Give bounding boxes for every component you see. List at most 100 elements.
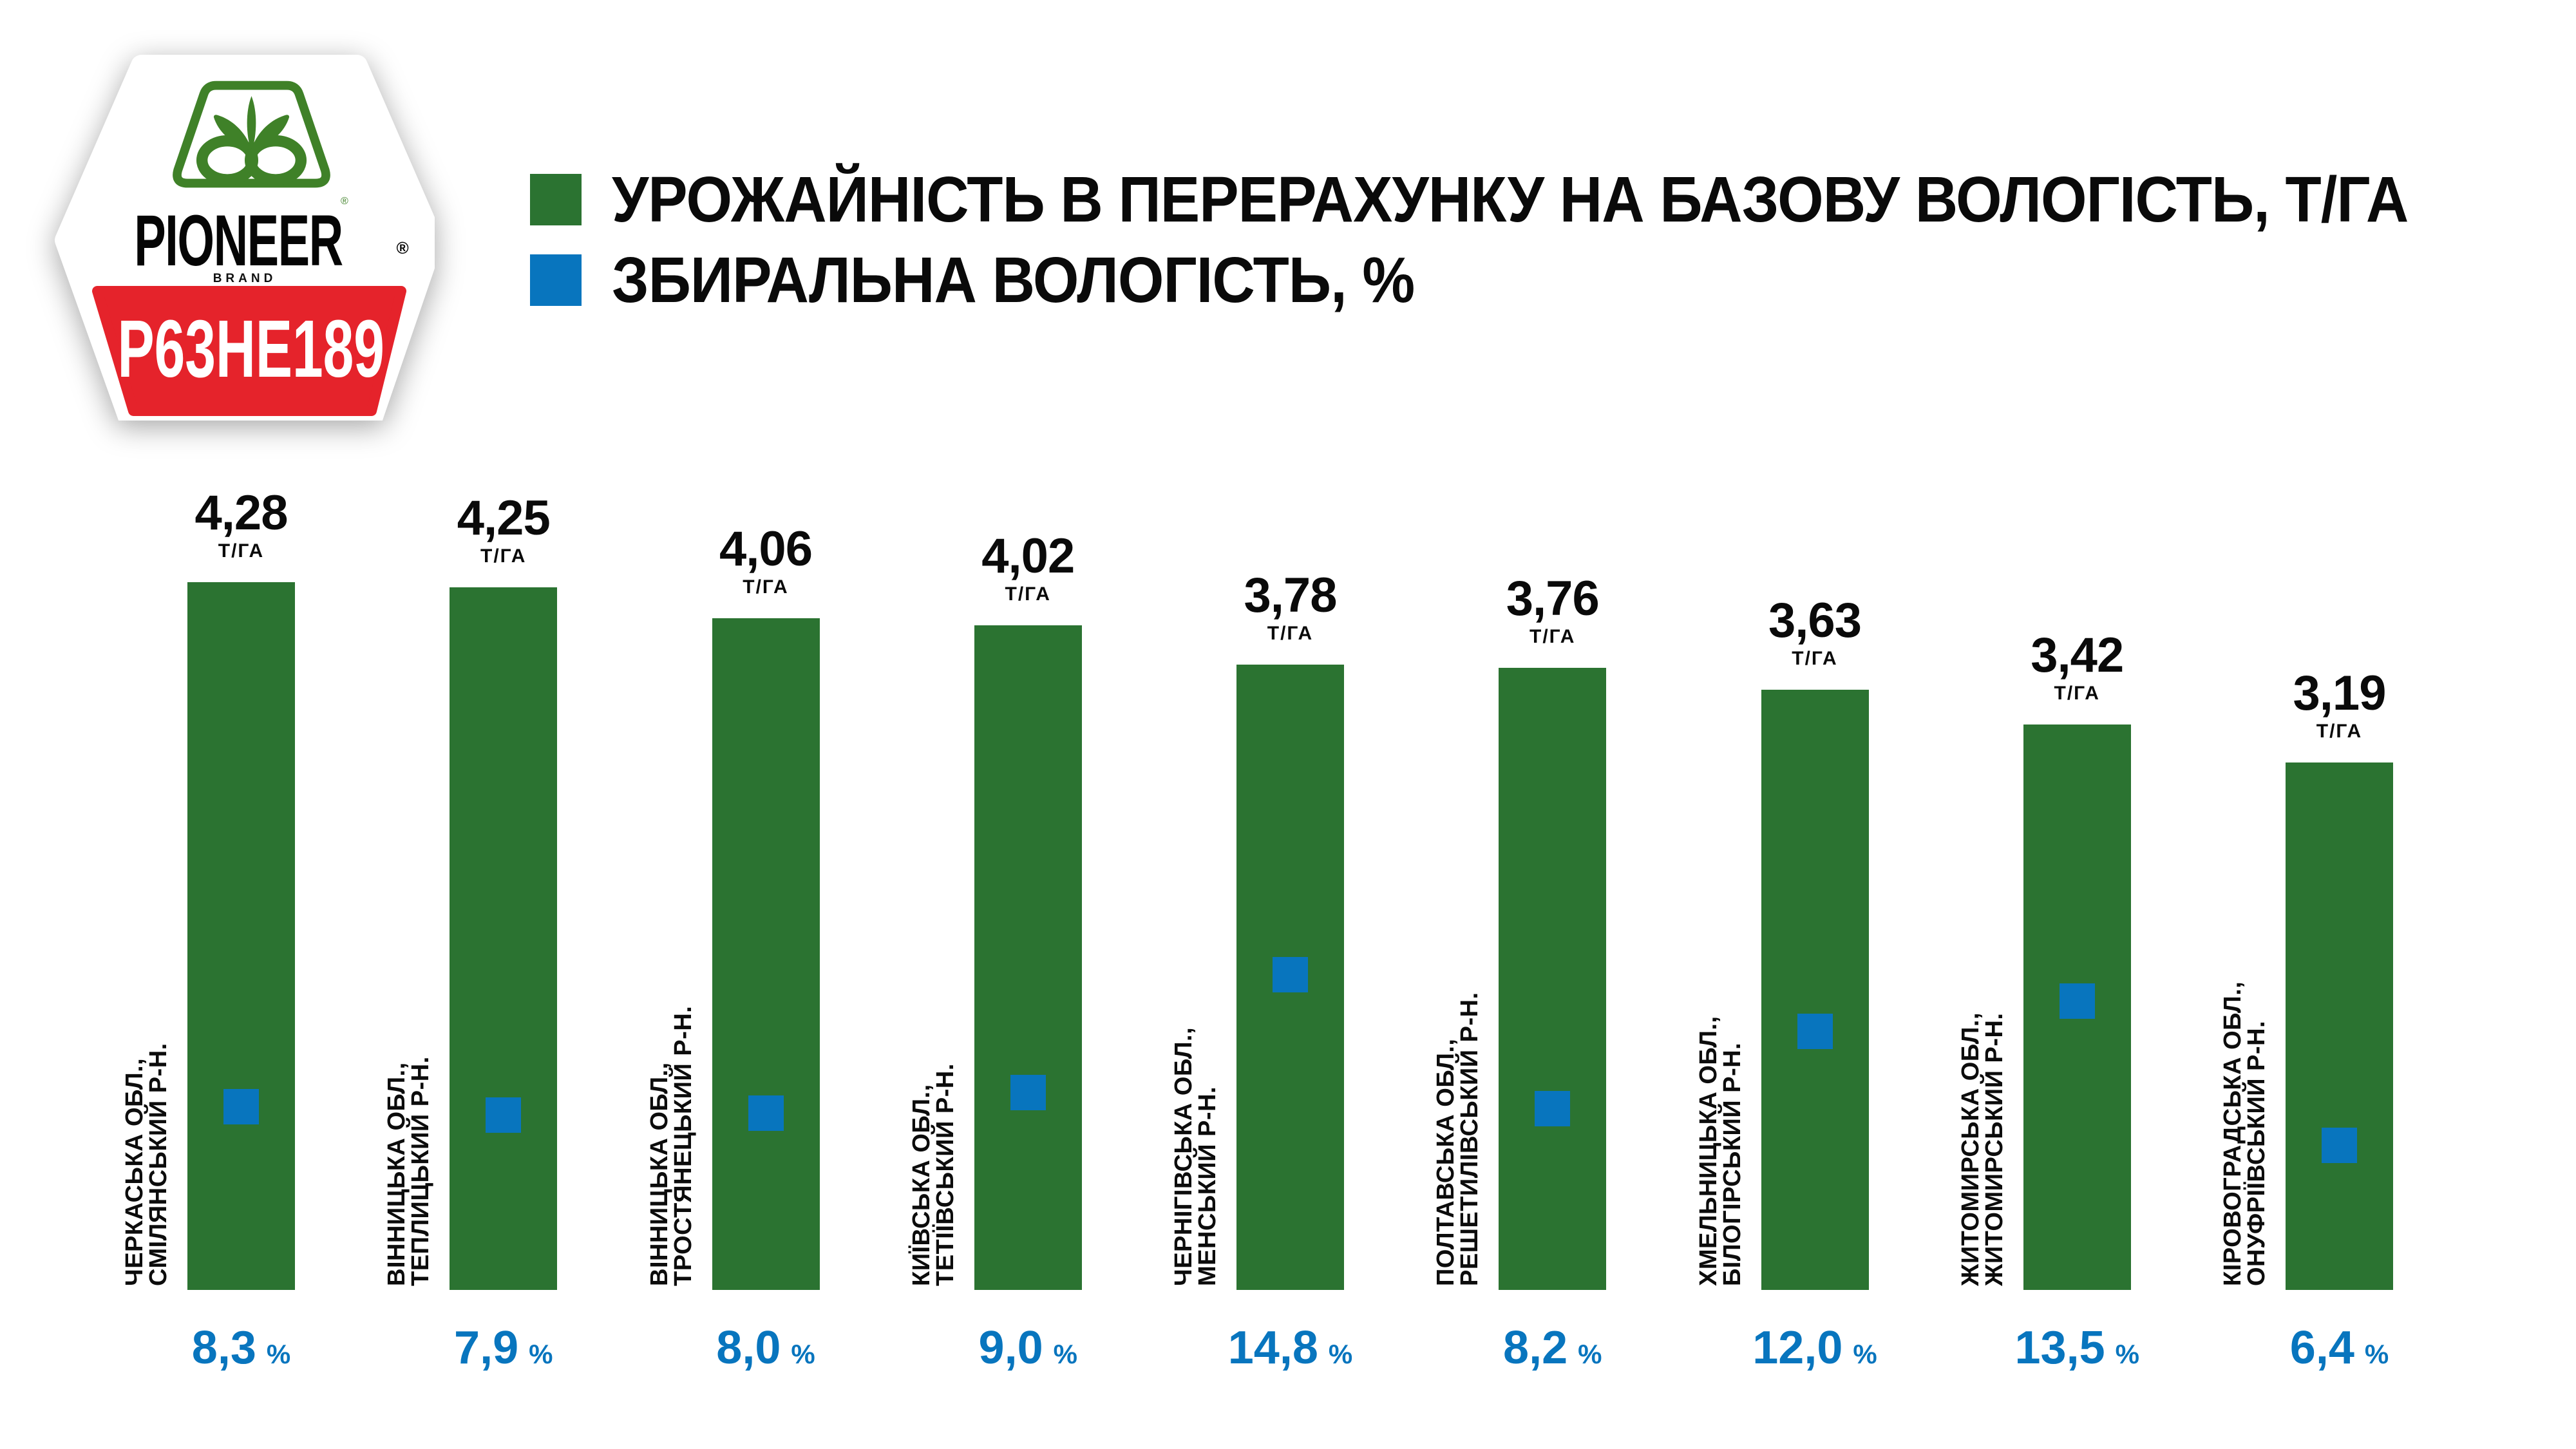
region-label-line: КІРОВОГРАДСЬКА ОБЛ., [2219,981,2246,1286]
moisture-marker [1535,1091,1571,1127]
moisture-marker [2322,1128,2357,1164]
legend-swatch-yield [530,174,582,225]
region-label: ВІННИЦЬКА ОБЛ., ТЕПЛИЦЬКИЙ Р-Н. [383,1056,435,1286]
pioneer-trefoil-logo-icon [173,80,330,188]
badge-red-band [92,286,406,416]
moisture-value-label: 9,0% [979,1325,1077,1371]
pioneer-badge: ® PIONEER ® BRAND P63HE189 [55,18,435,421]
region-label-line: ЧЕРНІГІВСЬКА ОБЛ., [1170,1027,1197,1286]
region-label: КИЇВСЬКА ОБЛ., ТЕТІЇВСЬКИЙ Р-Н. [907,1063,959,1286]
region-label-line: ЖИТОМИРСЬКИЙ Р-Н. [1980,1012,2008,1286]
region-label-line: ВІННИЦЬКА ОБЛ., [645,1062,673,1286]
yield-value: 4,06 [719,522,813,577]
yield-unit: Т/ГА [218,540,265,562]
yield-bar [974,625,1082,1290]
region-label: ЧЕРКАСЬКА ОБЛ., СМІЛЯНСЬКИЙ Р-Н. [121,1043,172,1286]
bar-value-label: 3,19 Т/ГА [2293,665,2387,742]
moisture-value: 8,2 [1503,1322,1568,1374]
yield-unit: Т/ГА [1792,647,1838,669]
yield-value: 3,76 [1506,571,1600,627]
moisture-marker [486,1097,522,1133]
moisture-value: 14,8 [1227,1322,1318,1374]
region-label-line: РЕШЕТИЛІВСЬКИЙ Р-Н. [1456,992,1484,1286]
region-label-line: ТЕТІЇВСЬКИЙ Р-Н. [931,1063,959,1286]
percent-sign: % [791,1339,815,1369]
bar-value-label: 4,02 Т/ГА [981,528,1075,605]
brand-registered-mark: ® [396,238,409,258]
percent-sign: % [1853,1339,1877,1369]
yield-unit: Т/ГА [2054,682,2100,704]
region-label-line: КИЇВСЬКА ОБЛ., [907,1084,935,1286]
region-label-line: СМІЛЯНСЬКИЙ Р-Н. [145,1043,172,1286]
moisture-value-label: 12,0% [1752,1325,1877,1371]
region-label: ЧЕРНІГІВСЬКА ОБЛ., МЕНСЬКИЙ Р-Н. [1170,1027,1221,1286]
region-label-line: ТЕПЛИЦЬКИЙ Р-Н. [407,1056,435,1286]
percent-sign: % [1578,1339,1602,1369]
bar-value-label: 4,06 Т/ГА [719,522,813,598]
moisture-value: 12,0 [1752,1322,1843,1374]
percent-sign: % [2364,1339,2389,1369]
yield-unit: Т/ГА [2316,720,2363,742]
region-label-line: ЖИТОМИРСЬКА ОБЛ., [1956,1012,1984,1286]
legend-item-yield: УРОЖАЙНІСТЬ В ПЕРЕРАХУНКУ НА БАЗОВУ ВОЛО… [530,164,2564,236]
yield-unit: Т/ГА [743,576,789,598]
bar-value-label: 3,63 Т/ГА [1768,592,1862,669]
yield-value: 3,19 [2293,665,2387,721]
moisture-value-label: 8,3% [192,1325,290,1371]
region-label: ХМЕЛЬНИЦЬКА ОБЛ., БІЛОГІРСЬКИЙ Р-Н. [1694,1016,1746,1286]
percent-sign: % [1328,1339,1353,1369]
region-label-line: ОНУФРІЇВСЬКИЙ Р-Н. [2243,1020,2270,1286]
region-label-line: ПОЛТАВСЬКА ОБЛ., [1432,1038,1460,1287]
region-label: ВІННИЦЬКА ОБЛ., ТРОСТЯНЕЦЬКИЙ Р-Н. [645,1005,697,1286]
moisture-marker [1273,956,1308,992]
yield-bar [712,618,820,1290]
percent-sign: % [1053,1339,1077,1369]
region-label-line: ТРОСТЯНЕЦЬКИЙ Р-Н. [669,1005,697,1286]
region-label-line: ХМЕЛЬНИЦЬКА ОБЛ., [1694,1016,1722,1286]
moisture-marker [748,1095,784,1131]
legend-label-yield: УРОЖАЙНІСТЬ В ПЕРЕРАХУНКУ НА БАЗОВУ ВОЛО… [612,164,2409,236]
yield-unit: Т/ГА [1005,583,1051,605]
percent-sign: % [529,1339,553,1369]
moisture-value: 8,3 [191,1322,256,1374]
moisture-value-label: 8,0% [716,1325,815,1371]
product-code-label: P63HE189 [117,303,384,394]
moisture-value: 13,5 [2014,1322,2105,1374]
region-label: ЖИТОМИРСЬКА ОБЛ., ЖИТОМИРСЬКИЙ Р-Н. [1956,1012,2008,1286]
region-label-line: ЧЕРКАСЬКА ОБЛ., [121,1057,148,1286]
moisture-value-label: 13,5% [2015,1325,2140,1371]
yield-value: 4,28 [194,485,289,540]
yield-bar [187,582,295,1290]
legend-item-moisture: ЗБИРАЛЬНА ВОЛОГІСТЬ, % [530,244,1484,316]
moisture-value: 7,9 [454,1322,519,1374]
yield-value: 4,25 [457,490,551,545]
percent-sign: % [2115,1339,2139,1369]
logo-registered-mark: ® [341,196,348,207]
moisture-marker [1010,1075,1046,1111]
yield-unit: Т/ГА [1267,623,1314,645]
region-label: КІРОВОГРАДСЬКА ОБЛ., ОНУФРІЇВСЬКИЙ Р-Н. [2219,981,2270,1286]
moisture-value: 9,0 [978,1322,1043,1374]
yield-value: 3,63 [1768,592,1862,648]
moisture-value-label: 7,9% [454,1325,553,1371]
yield-bar [450,587,558,1290]
legend-label-moisture: ЗБИРАЛЬНА ВОЛОГІСТЬ, % [612,244,1415,316]
region-label-line: ВІННИЦЬКА ОБЛ., [383,1062,411,1286]
yield-unit: Т/ГА [480,545,527,567]
bar-value-label: 3,76 Т/ГА [1506,571,1600,648]
legend-swatch-moisture [530,254,582,306]
yield-value: 4,02 [981,528,1075,583]
yield-value: 3,42 [2031,627,2124,683]
bar-value-label: 4,25 Т/ГА [457,490,551,567]
yield-bar [1499,668,1607,1290]
yield-unit: Т/ГА [1530,626,1576,648]
moisture-value-label: 14,8% [1228,1325,1353,1371]
moisture-marker [2059,983,2095,1019]
moisture-value: 8,0 [716,1322,781,1374]
badge-hexagon-shape [55,55,435,421]
region-label-line: МЕНСЬКИЙ Р-Н. [1194,1086,1221,1286]
moisture-value-label: 8,2% [1503,1325,1602,1371]
bar-value-label: 4,28 Т/ГА [194,485,289,562]
